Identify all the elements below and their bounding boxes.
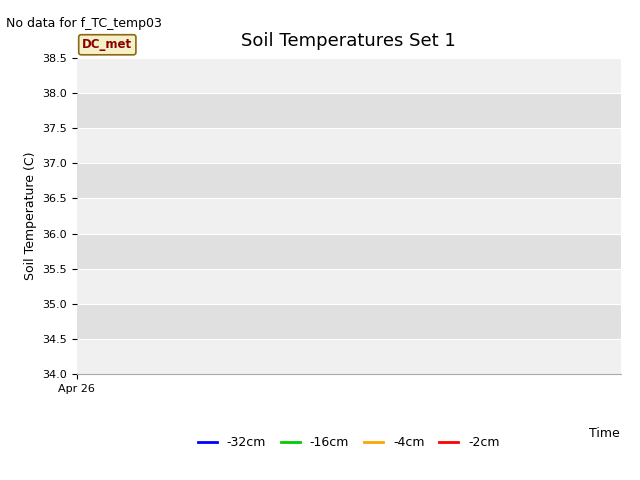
Text: No data for f_TC_temp03: No data for f_TC_temp03 <box>6 17 163 30</box>
Legend: -32cm, -16cm, -4cm, -2cm: -32cm, -16cm, -4cm, -2cm <box>193 432 505 455</box>
Text: DC_met: DC_met <box>82 38 132 51</box>
Bar <box>77 269 621 304</box>
Text: Time: Time <box>589 427 620 440</box>
Bar <box>77 58 621 93</box>
Bar <box>77 163 621 198</box>
Bar <box>77 339 621 374</box>
Title: Soil Temperatures Set 1: Soil Temperatures Set 1 <box>241 33 456 50</box>
Y-axis label: Soil Temperature (C): Soil Temperature (C) <box>24 152 36 280</box>
Bar <box>77 128 621 163</box>
Bar <box>77 198 621 234</box>
Bar <box>77 304 621 339</box>
Bar <box>77 93 621 128</box>
Bar <box>77 234 621 269</box>
